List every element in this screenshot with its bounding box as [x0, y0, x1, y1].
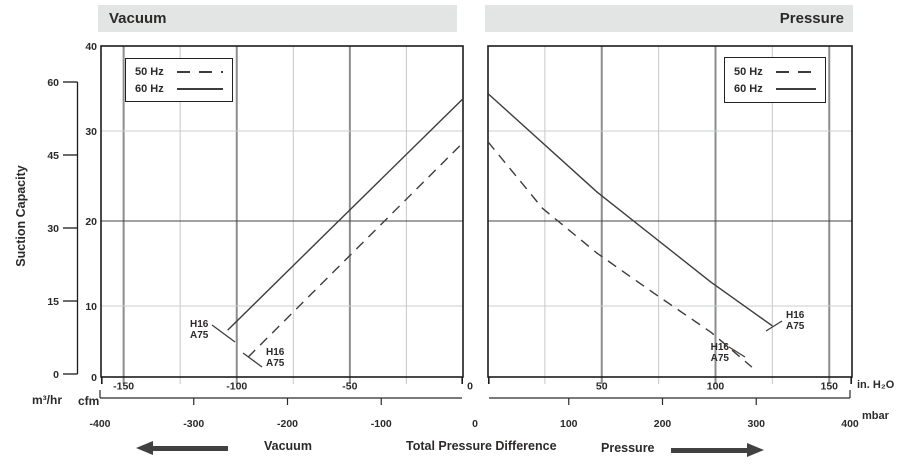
total-pressure-difference-label: Total Pressure Difference	[406, 439, 557, 453]
mbar-tick-label: 100	[560, 418, 578, 430]
curve-label-pressure-60hz: H16 A75	[786, 310, 805, 332]
legend-item-60hz: 60 Hz	[135, 81, 223, 98]
x-tick-label: -100	[226, 381, 247, 393]
mbar-tick-label: -300	[183, 418, 204, 430]
dashed-line-sample	[177, 71, 223, 74]
cfm-tick-label: 30	[85, 126, 97, 138]
legend-vacuum: 50 Hz 60 Hz	[125, 58, 233, 102]
mbar-tick-label: 300	[747, 418, 765, 430]
legend-item-50hz: 50 Hz	[734, 63, 816, 80]
vacuum-direction-arrow-shaft	[151, 446, 228, 451]
x-tick-label: 50	[596, 381, 608, 393]
solid-line-sample	[177, 87, 223, 90]
x-tick-label: 100	[707, 381, 725, 393]
m3hr-unit-label: m³/hr	[32, 393, 62, 407]
curve-vacuum-60hz	[227, 98, 464, 331]
m3hr-tick-label: 0	[53, 369, 59, 381]
legend-label-60hz: 60 Hz	[135, 82, 164, 95]
cfm-unit-label: cfm	[78, 394, 100, 408]
legend-label-60hz: 60 Hz	[734, 83, 763, 96]
m3hr-tick-label: 60	[47, 77, 59, 89]
mbar-tick-label: -200	[277, 418, 298, 430]
legend-label-50hz: 50 Hz	[135, 66, 164, 79]
dashed-line-sample	[776, 70, 816, 73]
curve-label-vacuum-50hz: H16 A75	[266, 347, 285, 369]
curve-label-leader	[765, 320, 783, 332]
curve-vacuum-50hz	[247, 142, 464, 358]
pressure-direction-label: Pressure	[601, 441, 655, 455]
plot-border	[100, 45, 464, 378]
vacuum-direction-label: Vacuum	[264, 439, 312, 453]
mbar-tick-label: 200	[654, 418, 672, 430]
mbar-unit-label: mbar	[862, 410, 889, 422]
x-tick-label: 150	[820, 381, 838, 393]
legend-pressure: 50 Hz 60 Hz	[724, 57, 826, 103]
mbar-tick-label: -100	[371, 418, 392, 430]
cfm-tick-label: 40	[85, 41, 97, 53]
plot-border	[487, 45, 853, 378]
curve-label-leader	[211, 324, 236, 343]
vacuum-panel-title: Vacuum	[109, 10, 167, 27]
curve-label-leader	[728, 346, 746, 358]
vacuum-panel-header: Vacuum	[98, 5, 457, 32]
cfm-tick-label: 20	[85, 216, 97, 228]
pressure-direction-arrow-shaft	[671, 448, 748, 453]
m3hr-tick-label: 15	[47, 296, 59, 308]
curve-label-pressure-50hz: H16 A75	[710, 342, 729, 364]
solid-line-sample	[776, 88, 816, 91]
pressure-panel-header: Pressure	[485, 5, 853, 32]
mbar-tick-label: 400	[841, 418, 859, 430]
legend-item-60hz: 60 Hz	[734, 81, 816, 98]
curve-pressure-50hz	[487, 141, 753, 368]
mbar-tick-label: 0	[472, 418, 478, 430]
vacuum-direction-arrow-icon	[136, 441, 153, 455]
inh2o-unit-label: in. H₂O	[857, 379, 895, 391]
x-tick-label: -150	[113, 381, 134, 393]
curve-pressure-60hz	[487, 93, 773, 327]
curve-label-vacuum-60hz: H16 A75	[190, 319, 209, 341]
x-tick-label-zero: 0	[467, 381, 473, 393]
cfm-tick-label: 0	[91, 372, 97, 384]
curve-label-leader	[242, 352, 263, 368]
legend-item-50hz: 50 Hz	[135, 64, 223, 81]
pressure-panel-title: Pressure	[779, 10, 844, 27]
cfm-tick-label: 10	[85, 301, 97, 313]
mbar-tick-label: -400	[89, 418, 110, 430]
pressure-direction-arrow-icon	[747, 443, 764, 457]
x-tick-label: -50	[342, 381, 357, 393]
m3hr-tick-label: 30	[47, 223, 59, 235]
m3hr-tick-label: 45	[47, 150, 59, 162]
legend-label-50hz: 50 Hz	[734, 65, 763, 78]
